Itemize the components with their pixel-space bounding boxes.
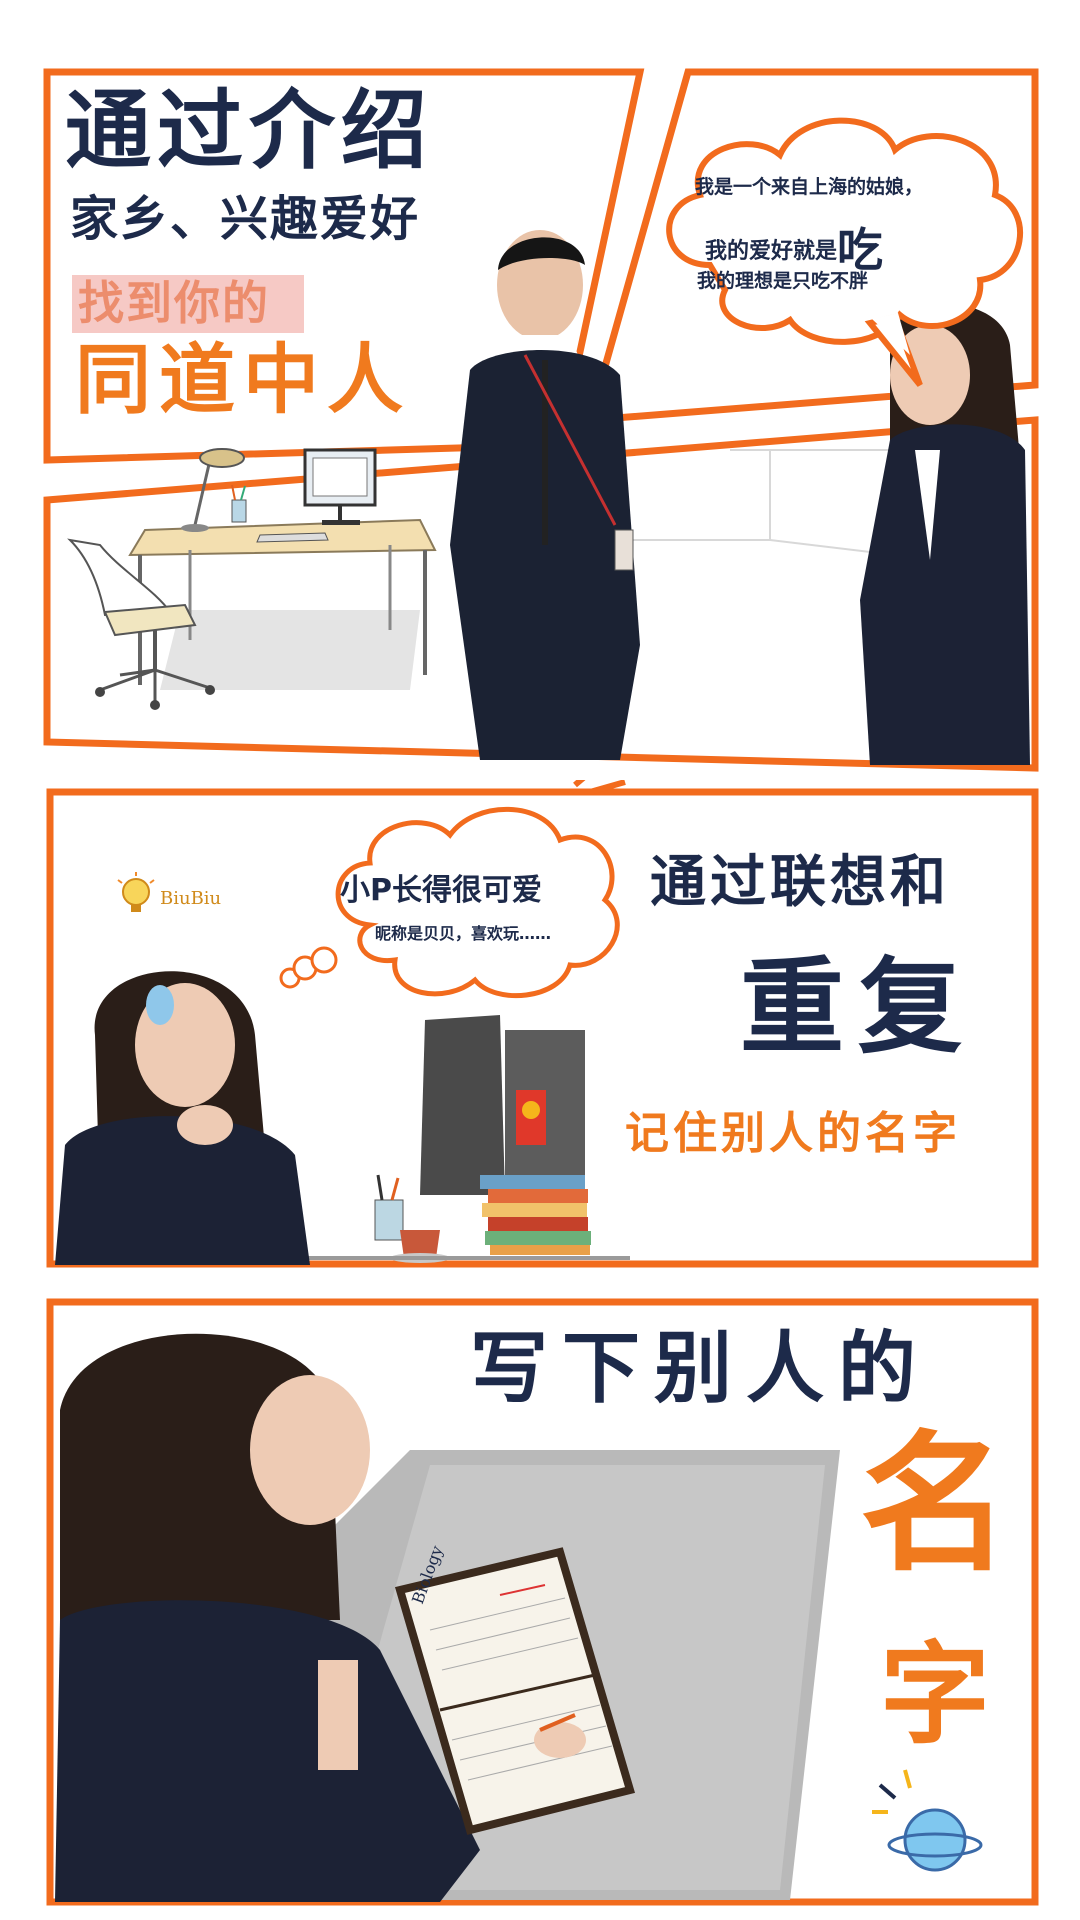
highlight-band bbox=[72, 275, 304, 333]
panel3-headline-line1: 写下别人的 bbox=[470, 1324, 931, 1414]
woman-figure bbox=[860, 303, 1030, 765]
panel3-headline-char1: 名 bbox=[860, 1418, 1011, 1592]
panel2-headline-emph: 重复 bbox=[740, 946, 977, 1068]
bubble2-line2: 昵称是贝贝，喜欢玩…… bbox=[375, 924, 552, 943]
panel1-highlight: 找到你的 bbox=[78, 276, 270, 330]
bubble1-line2-prefix: 我的爱好就是 bbox=[705, 239, 838, 264]
bubble1-line1: 我是一个来自上海的姑娘， bbox=[695, 176, 924, 198]
bubble2-line1: 小P长得很可爱 bbox=[340, 873, 542, 908]
woman-thinking bbox=[55, 971, 310, 1265]
speech-cloud-1 bbox=[666, 117, 1023, 387]
panel2-headline-line3: 记住别人的名字 bbox=[625, 1108, 961, 1159]
speech-cloud-2 bbox=[335, 806, 620, 999]
panel3-frame bbox=[46, 1298, 1039, 1906]
man-figure bbox=[450, 230, 640, 760]
panel3-headline-char2: 字 bbox=[880, 1631, 990, 1759]
lightbulb-icon bbox=[117, 872, 155, 912]
panel1-headline-line1: 通过介绍 bbox=[65, 81, 433, 181]
panel1-headline-line3: 同道中人 bbox=[75, 335, 411, 424]
panel1-headline-line2: 家乡、兴趣爱好 bbox=[70, 191, 421, 247]
biubiu-logo: BiuBiu bbox=[160, 888, 222, 909]
desk-illustration bbox=[67, 448, 437, 710]
panel2-headline-line1: 通过联想和 bbox=[650, 850, 950, 915]
bubble1-line2: 我的爱好就是吃 bbox=[705, 214, 883, 280]
bubble1-line3: 我的理想是只吃不胖 bbox=[697, 270, 869, 292]
bubble1-line2-emph: 吃 bbox=[837, 223, 884, 277]
